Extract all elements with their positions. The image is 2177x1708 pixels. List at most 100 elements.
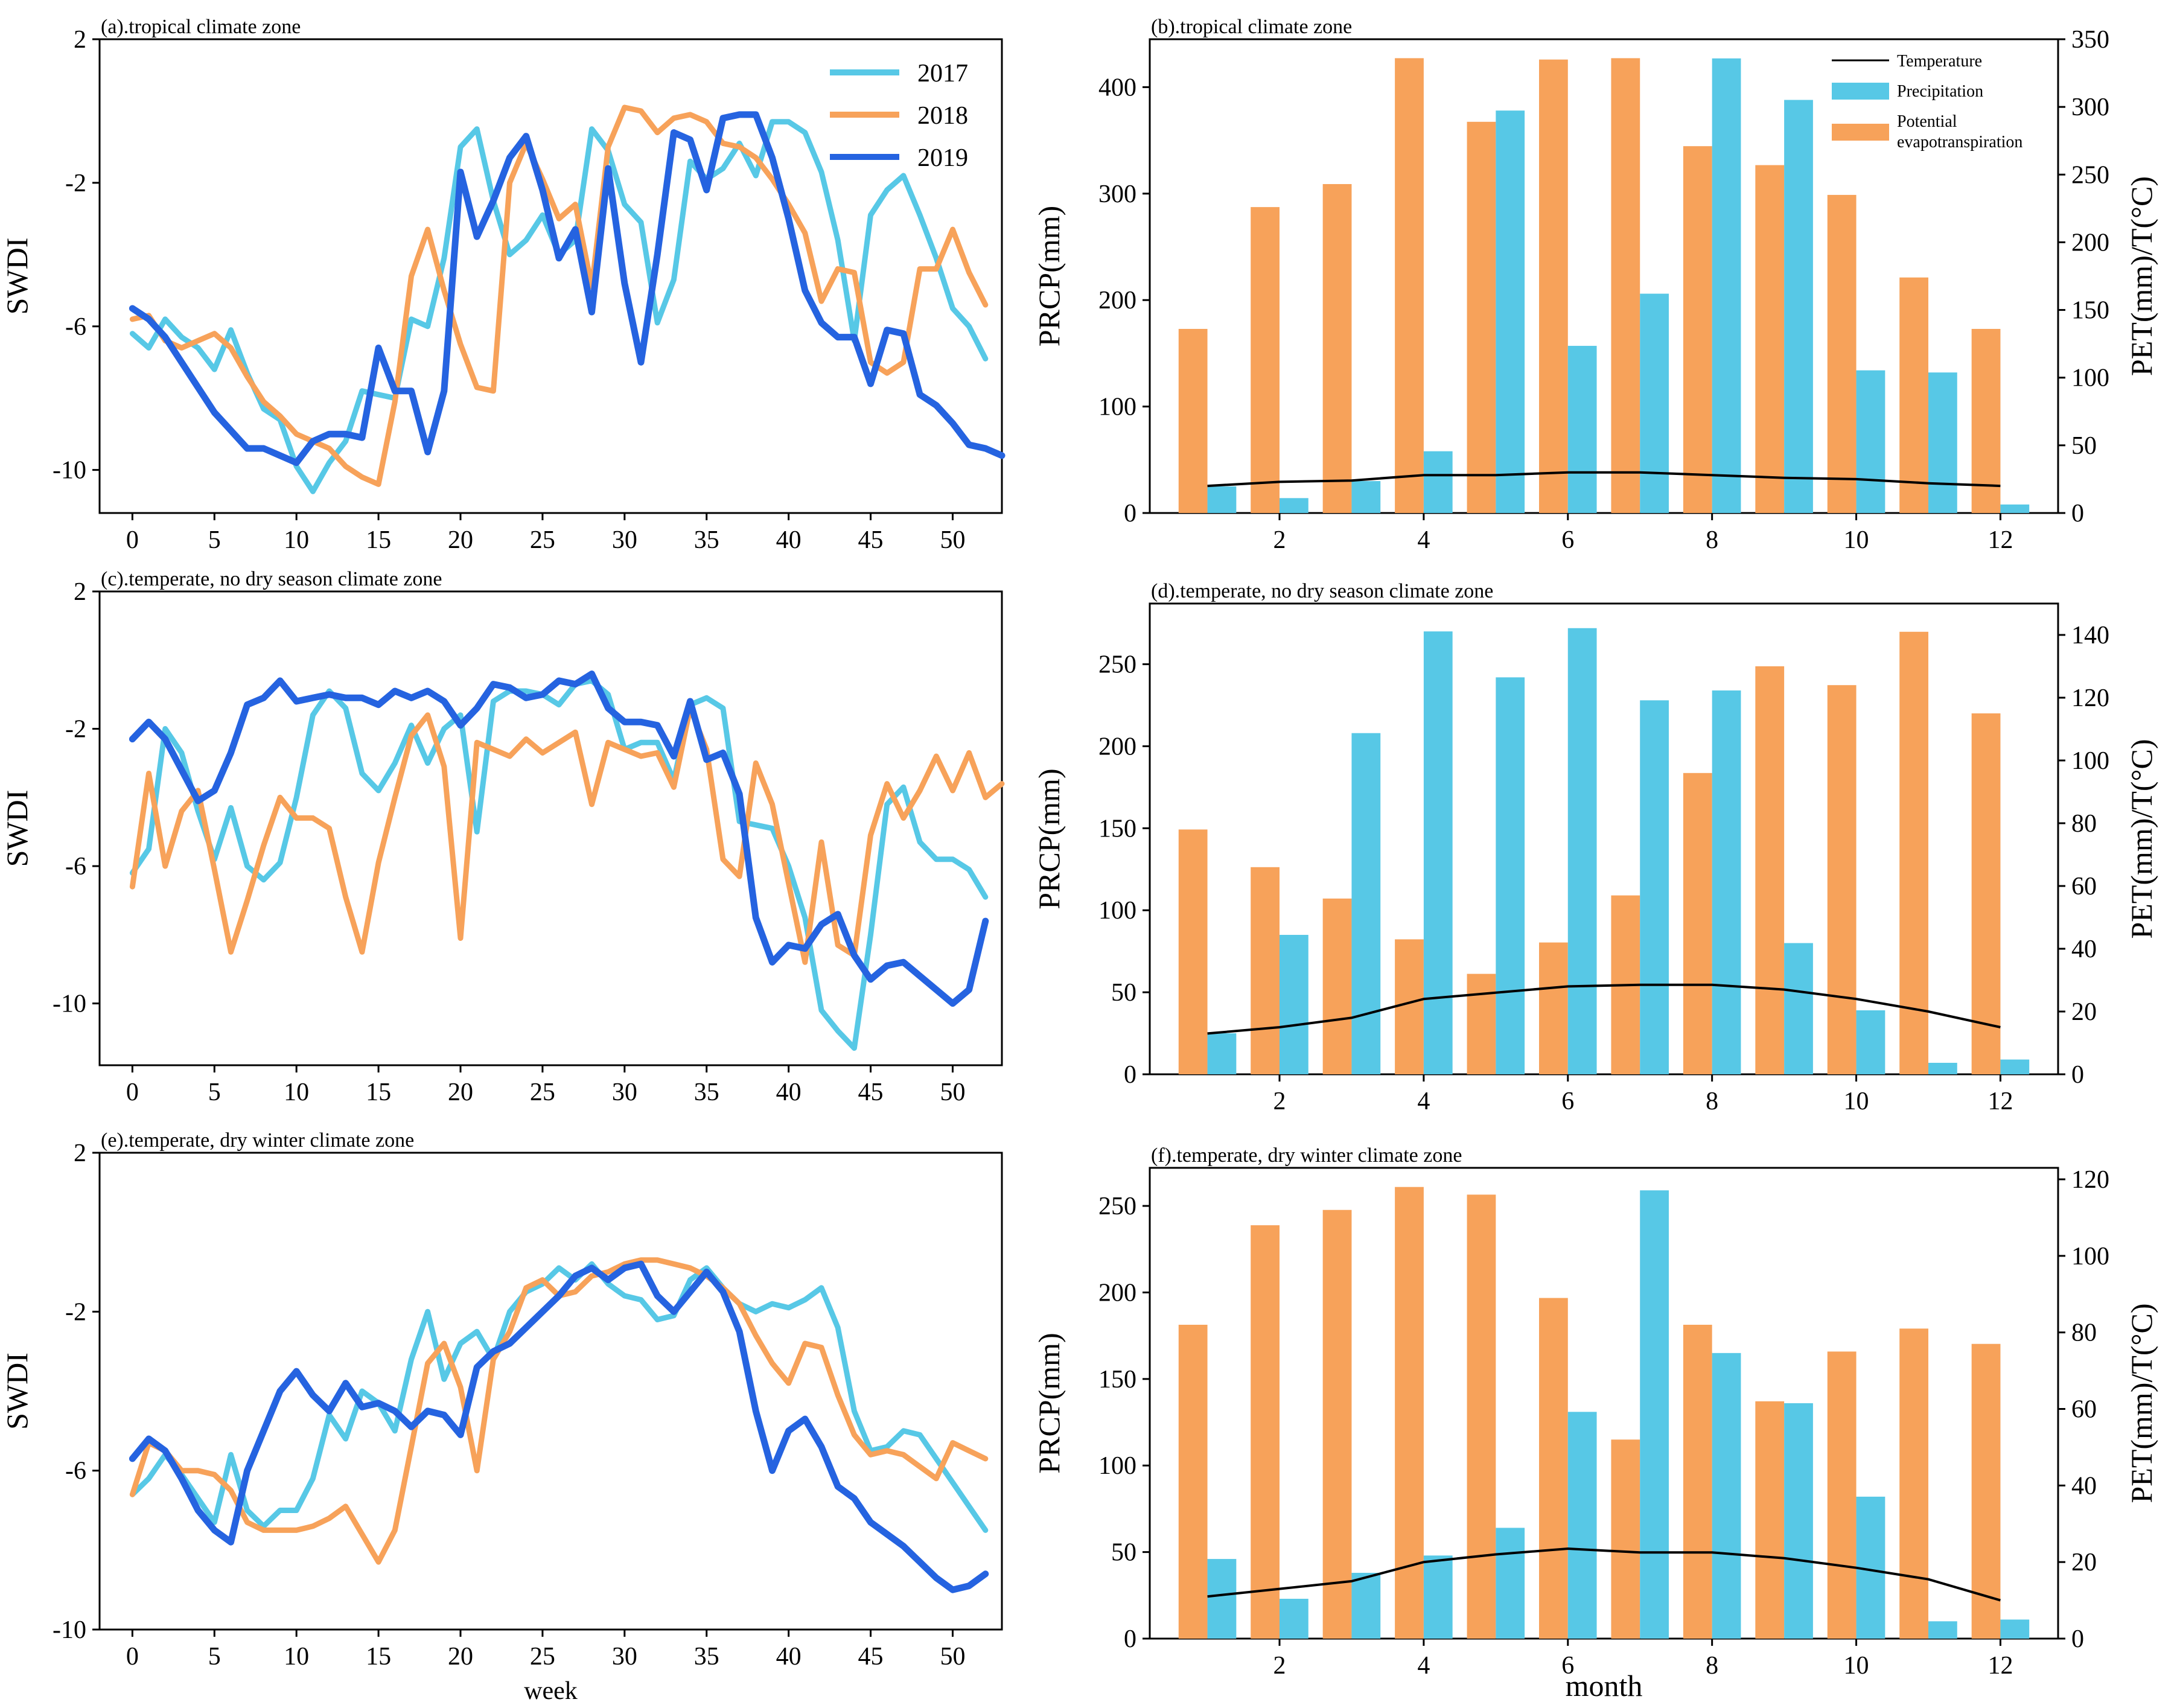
- x-tick-label: 10: [1844, 1652, 1869, 1680]
- bar-pet: [1827, 1351, 1857, 1639]
- bar-pet: [1971, 1343, 2001, 1639]
- y2-tick-label: 80: [2071, 810, 2097, 838]
- y2-tick-label: 150: [2071, 297, 2109, 325]
- y-tick-label: 400: [1098, 74, 1136, 101]
- bar-precipitation: [1496, 110, 1525, 513]
- y-tick-label: 0: [1124, 1061, 1136, 1089]
- bar-precipitation: [2000, 504, 2030, 513]
- y2-tick-label: 20: [2071, 998, 2097, 1026]
- bar-pet: [1178, 829, 1208, 1074]
- bar-precipitation: [1856, 1010, 1885, 1074]
- bar-pet: [1899, 277, 1928, 513]
- legend-label-2017: 2017: [917, 60, 968, 88]
- x-axis-label: week: [524, 1677, 578, 1705]
- bar-precipitation: [1280, 498, 1308, 513]
- x-tick-label: 4: [1417, 1652, 1430, 1680]
- bar-pet: [1251, 207, 1280, 513]
- x-tick-label: 25: [530, 526, 555, 554]
- bar-pet: [1467, 1194, 1496, 1639]
- y-tick-label: 250: [1098, 651, 1136, 679]
- x-tick-label: 15: [366, 526, 391, 554]
- x-tick-label: 5: [208, 1643, 221, 1671]
- x-tick-label: 2: [1273, 526, 1286, 554]
- bar-pet: [1251, 1225, 1280, 1639]
- bar-pet: [1611, 58, 1640, 513]
- y2-tick-label: 100: [2071, 365, 2109, 392]
- y-axis-label: SWDI: [0, 1353, 34, 1430]
- x-tick-label: 10: [284, 1643, 309, 1671]
- y-tick-label: -10: [53, 457, 86, 485]
- bar-precipitation: [1567, 346, 1597, 513]
- y-tick-label: -2: [65, 1298, 86, 1326]
- x-tick-label: 12: [1987, 1652, 2013, 1680]
- y2-tick-label: 350: [2071, 26, 2109, 54]
- x-tick-label: 10: [1844, 1088, 1869, 1115]
- panel-title: (a).tropical climate zone: [101, 16, 301, 38]
- panel-title: (e).temperate, dry winter climate zone: [101, 1129, 414, 1152]
- bar-precipitation: [1712, 1353, 1741, 1639]
- series-line-2018: [129, 1257, 989, 1565]
- bar-precipitation: [2000, 1059, 2030, 1074]
- y2-tick-label: 200: [2071, 229, 2109, 257]
- bar-pet: [1755, 666, 1785, 1074]
- plot-frame: [1149, 38, 2059, 514]
- bar-pet: [1683, 773, 1712, 1074]
- panel-b: (b).tropical climate zone 2 4 6 8 10 12 0 100 200…: [1032, 16, 2158, 554]
- x-tick-label: 35: [694, 1643, 719, 1671]
- x-tick-label: 35: [694, 526, 719, 554]
- y2-axis-label: PET(mm)/T(°C): [2124, 176, 2158, 376]
- y-tick-label: 100: [1098, 394, 1136, 421]
- x-tick-label: 30: [612, 1643, 637, 1671]
- y2-tick-label: 60: [2071, 873, 2097, 900]
- x-tick-label: 6: [1561, 1652, 1574, 1680]
- bar-precipitation: [1423, 1555, 1453, 1639]
- y-tick-label: 100: [1098, 1452, 1136, 1480]
- bar-precipitation: [1423, 451, 1453, 513]
- bar-precipitation: [1207, 1559, 1237, 1639]
- series-line-2018: [129, 705, 1005, 965]
- x-tick-label: 45: [858, 1079, 884, 1106]
- legend-label-2018: 2018: [917, 102, 968, 130]
- x-tick-label: 50: [940, 1079, 965, 1106]
- y-axis-label: PRCP(mm): [1032, 206, 1066, 346]
- legend-swatch-precipitation: [1832, 83, 1889, 100]
- bar-pet: [1899, 631, 1928, 1074]
- bar-precipitation: [1784, 1403, 1813, 1639]
- bar-pet: [1683, 146, 1712, 513]
- bar-pet: [1827, 685, 1857, 1074]
- x-tick-label: 8: [1706, 1652, 1718, 1680]
- x-tick-label: 15: [366, 1643, 391, 1671]
- y2-tick-label: 120: [2071, 684, 2109, 712]
- bar-pet: [1539, 1298, 1568, 1639]
- y2-axis-label: PET(mm)/T(°C): [2124, 739, 2158, 938]
- bar-precipitation: [1207, 1033, 1237, 1074]
- y-tick-label: -2: [65, 716, 86, 744]
- x-tick-label: 20: [448, 1643, 473, 1671]
- y-tick-label: 150: [1098, 1366, 1136, 1394]
- x-tick-label: 45: [858, 1643, 884, 1671]
- y2-tick-label: 20: [2071, 1549, 2097, 1576]
- panel-a: (a).tropical climate zone 0 5 10 15 20 25 30 35 4…: [0, 16, 1006, 554]
- y2-tick-label: 80: [2071, 1319, 2097, 1347]
- x-tick-label: 15: [366, 1079, 391, 1106]
- legend-label-temperature: Temperature: [1897, 52, 1982, 71]
- x-tick-label: 30: [612, 1079, 637, 1106]
- y-axis-label: SWDI: [0, 790, 34, 867]
- bar-pet: [1395, 939, 1424, 1074]
- y-tick-label: 100: [1098, 897, 1136, 925]
- x-tick-label: 4: [1417, 1088, 1430, 1115]
- bar-precipitation: [1280, 1599, 1308, 1639]
- x-tick-label: 50: [940, 1643, 965, 1671]
- series-line-temperature: [1207, 471, 2001, 488]
- x-tick-label: 10: [1844, 526, 1869, 554]
- x-tick-label: 8: [1706, 526, 1718, 554]
- plot-frame: [98, 590, 1003, 1066]
- series-line-2019: [129, 111, 1006, 467]
- y2-tick-label: 300: [2071, 94, 2109, 121]
- bar-precipitation: [1351, 1573, 1381, 1639]
- bar-pet: [1683, 1325, 1712, 1639]
- panel-c: (c).temperate, no dry season climate zon…: [0, 568, 1005, 1106]
- y-tick-label: 0: [1124, 1625, 1136, 1653]
- plot-frame: [1149, 602, 2059, 1075]
- bar-pet: [1395, 58, 1424, 513]
